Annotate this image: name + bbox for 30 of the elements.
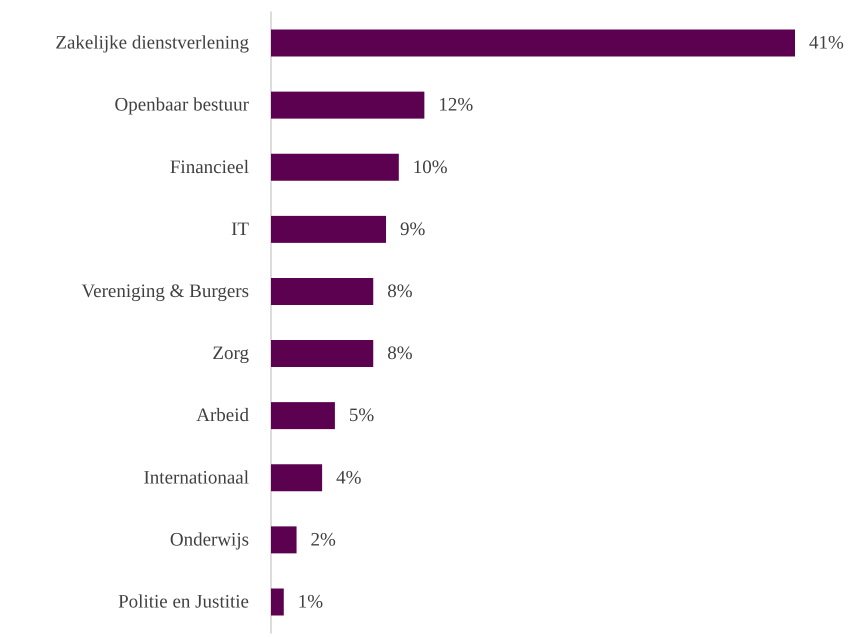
y-tick-label: Financieel [170,156,249,178]
bar [271,30,795,57]
bar [271,92,424,119]
y-tick-label: Internationaal [143,467,249,488]
data-label: 8% [387,280,413,302]
data-label: 41% [809,32,844,54]
y-tick-label: Vereniging & Burgers [82,280,249,302]
bar [271,464,322,492]
bar [271,402,335,430]
data-label: 12% [438,94,474,116]
y-tick-label: Onderwijs [170,529,249,550]
y-tick-label: IT [231,218,250,240]
y-tick-label: Openbaar bestuur [114,94,250,116]
bar [271,278,374,305]
data-label: 4% [336,467,362,488]
data-label: 8% [387,343,413,364]
y-tick-label: Zakelijke dienstverlening [55,32,250,54]
data-label: 5% [348,405,374,426]
y-tick-label: Arbeid [196,405,250,426]
bar [271,526,297,554]
data-label: 2% [310,529,336,550]
bar [271,154,399,181]
bar [271,588,284,616]
bar [271,216,386,243]
y-tick-label: Politie en Justitie [118,591,249,612]
data-label: 1% [298,591,324,612]
data-label: 10% [412,156,448,178]
bar [271,340,374,368]
data-label: 9% [400,218,426,240]
y-tick-label: Zorg [212,343,250,364]
